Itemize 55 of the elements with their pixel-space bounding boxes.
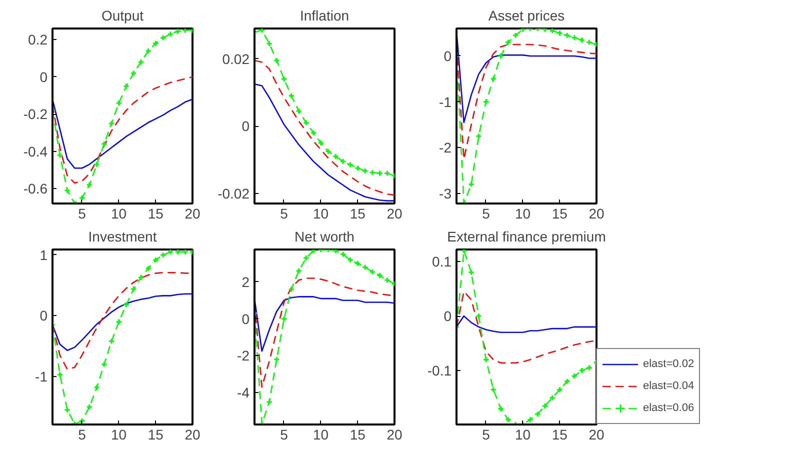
x-tick-label: 15 [350,426,366,442]
x-tick-label: 15 [350,206,366,222]
legend-label: elast=0.06 [643,402,694,414]
y-tick-label: 0 [40,308,48,324]
x-tick-label: 15 [552,426,568,442]
x-tick-label: 20 [588,206,604,222]
y-tick-label: -0.1 [427,362,452,379]
chart-title: Inflation [300,8,350,24]
x-tick-label: 5 [280,426,288,442]
x-tick-label: 15 [148,206,164,222]
y-tick-label: 0 [444,48,452,64]
y-tick-label: 1 [40,246,48,263]
y-tick-label: 0.02 [222,50,250,67]
chart-title: Net worth [294,228,354,244]
y-tick-label: 0.2 [28,32,48,48]
y-tick-label: -0.4 [23,143,48,160]
x-tick-label: 5 [482,426,490,442]
chart-title: Investment [88,228,157,244]
x-tick-label: 10 [515,206,531,222]
chart-title: External finance premium [447,228,606,244]
x-tick-label: 20 [588,426,604,442]
chart-title: Output [101,8,144,24]
y-tick-label: 0 [40,68,48,85]
x-tick-label: 5 [78,206,86,222]
y-tick-label: -2 [439,140,452,156]
x-tick-label: 5 [482,206,490,222]
x-tick-label: 10 [515,426,531,442]
x-tick-label: 20 [184,206,200,222]
y-tick-label: 0 [242,118,250,134]
x-tick-label: 10 [111,426,127,442]
y-tick-label: -1 [439,94,452,110]
y-tick-label: -3 [439,185,452,202]
x-tick-label: 10 [111,206,127,222]
x-tick-label: 10 [313,206,329,222]
y-tick-label: 2 [242,274,250,290]
y-tick-label: 0.1 [432,253,452,270]
y-tick-label: -4 [237,384,250,401]
y-tick-label: -0.02 [218,185,250,202]
x-tick-label: 5 [78,426,86,442]
x-tick-label: 20 [386,206,402,222]
x-tick-label: 20 [184,426,200,442]
legend-label: elast=0.02 [643,358,694,370]
y-tick-label: -0.6 [23,180,48,197]
legend-label: elast=0.04 [643,380,694,392]
chart-title: Asset prices [488,8,565,24]
y-tick-label: 0 [444,308,452,324]
x-tick-label: 15 [148,426,164,442]
y-tick-label: 0 [242,310,250,327]
y-tick-label: -0.2 [23,106,48,122]
x-tick-label: 5 [280,206,288,222]
x-tick-label: 20 [386,426,402,442]
x-tick-label: 10 [313,426,329,442]
y-tick-label: -2 [237,348,250,364]
y-tick-label: -1 [35,368,48,384]
x-tick-label: 15 [552,206,568,222]
